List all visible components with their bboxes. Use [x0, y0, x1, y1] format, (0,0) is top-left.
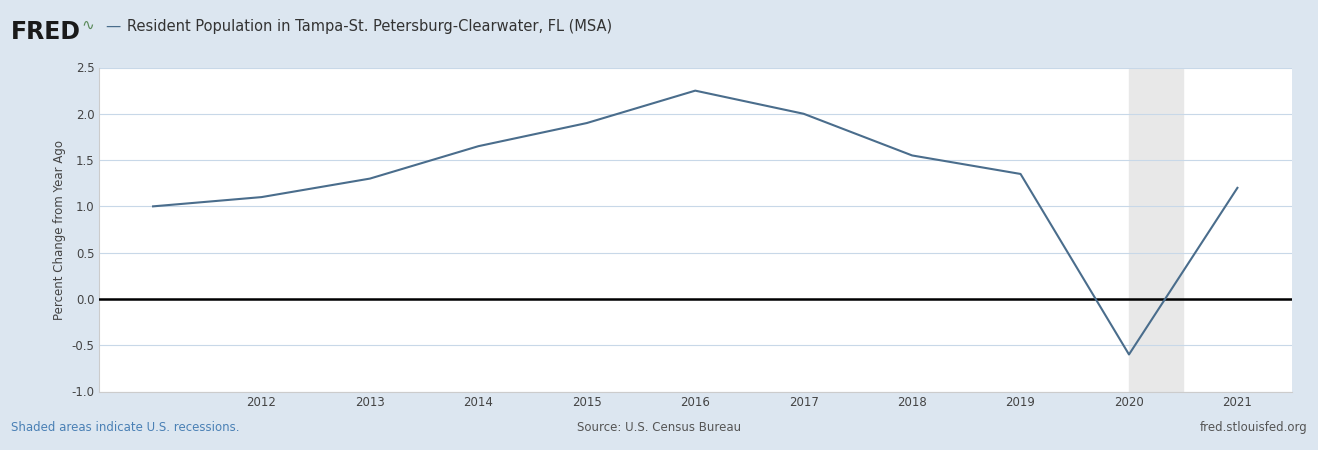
Y-axis label: Percent Change from Year Ago: Percent Change from Year Ago [53, 140, 66, 320]
Text: —: — [105, 19, 121, 34]
Bar [1130, 68, 1184, 392]
Text: Shaded areas indicate U.S. recessions.: Shaded areas indicate U.S. recessions. [11, 421, 239, 434]
Text: Source: U.S. Census Bureau: Source: U.S. Census Bureau [577, 421, 741, 434]
Text: FRED: FRED [11, 20, 80, 44]
Text: fred.stlouisfed.org: fred.stlouisfed.org [1199, 421, 1307, 434]
Text: Resident Population in Tampa-St. Petersburg-Clearwater, FL (MSA): Resident Population in Tampa-St. Petersb… [127, 19, 612, 34]
Text: ∿: ∿ [82, 18, 95, 33]
